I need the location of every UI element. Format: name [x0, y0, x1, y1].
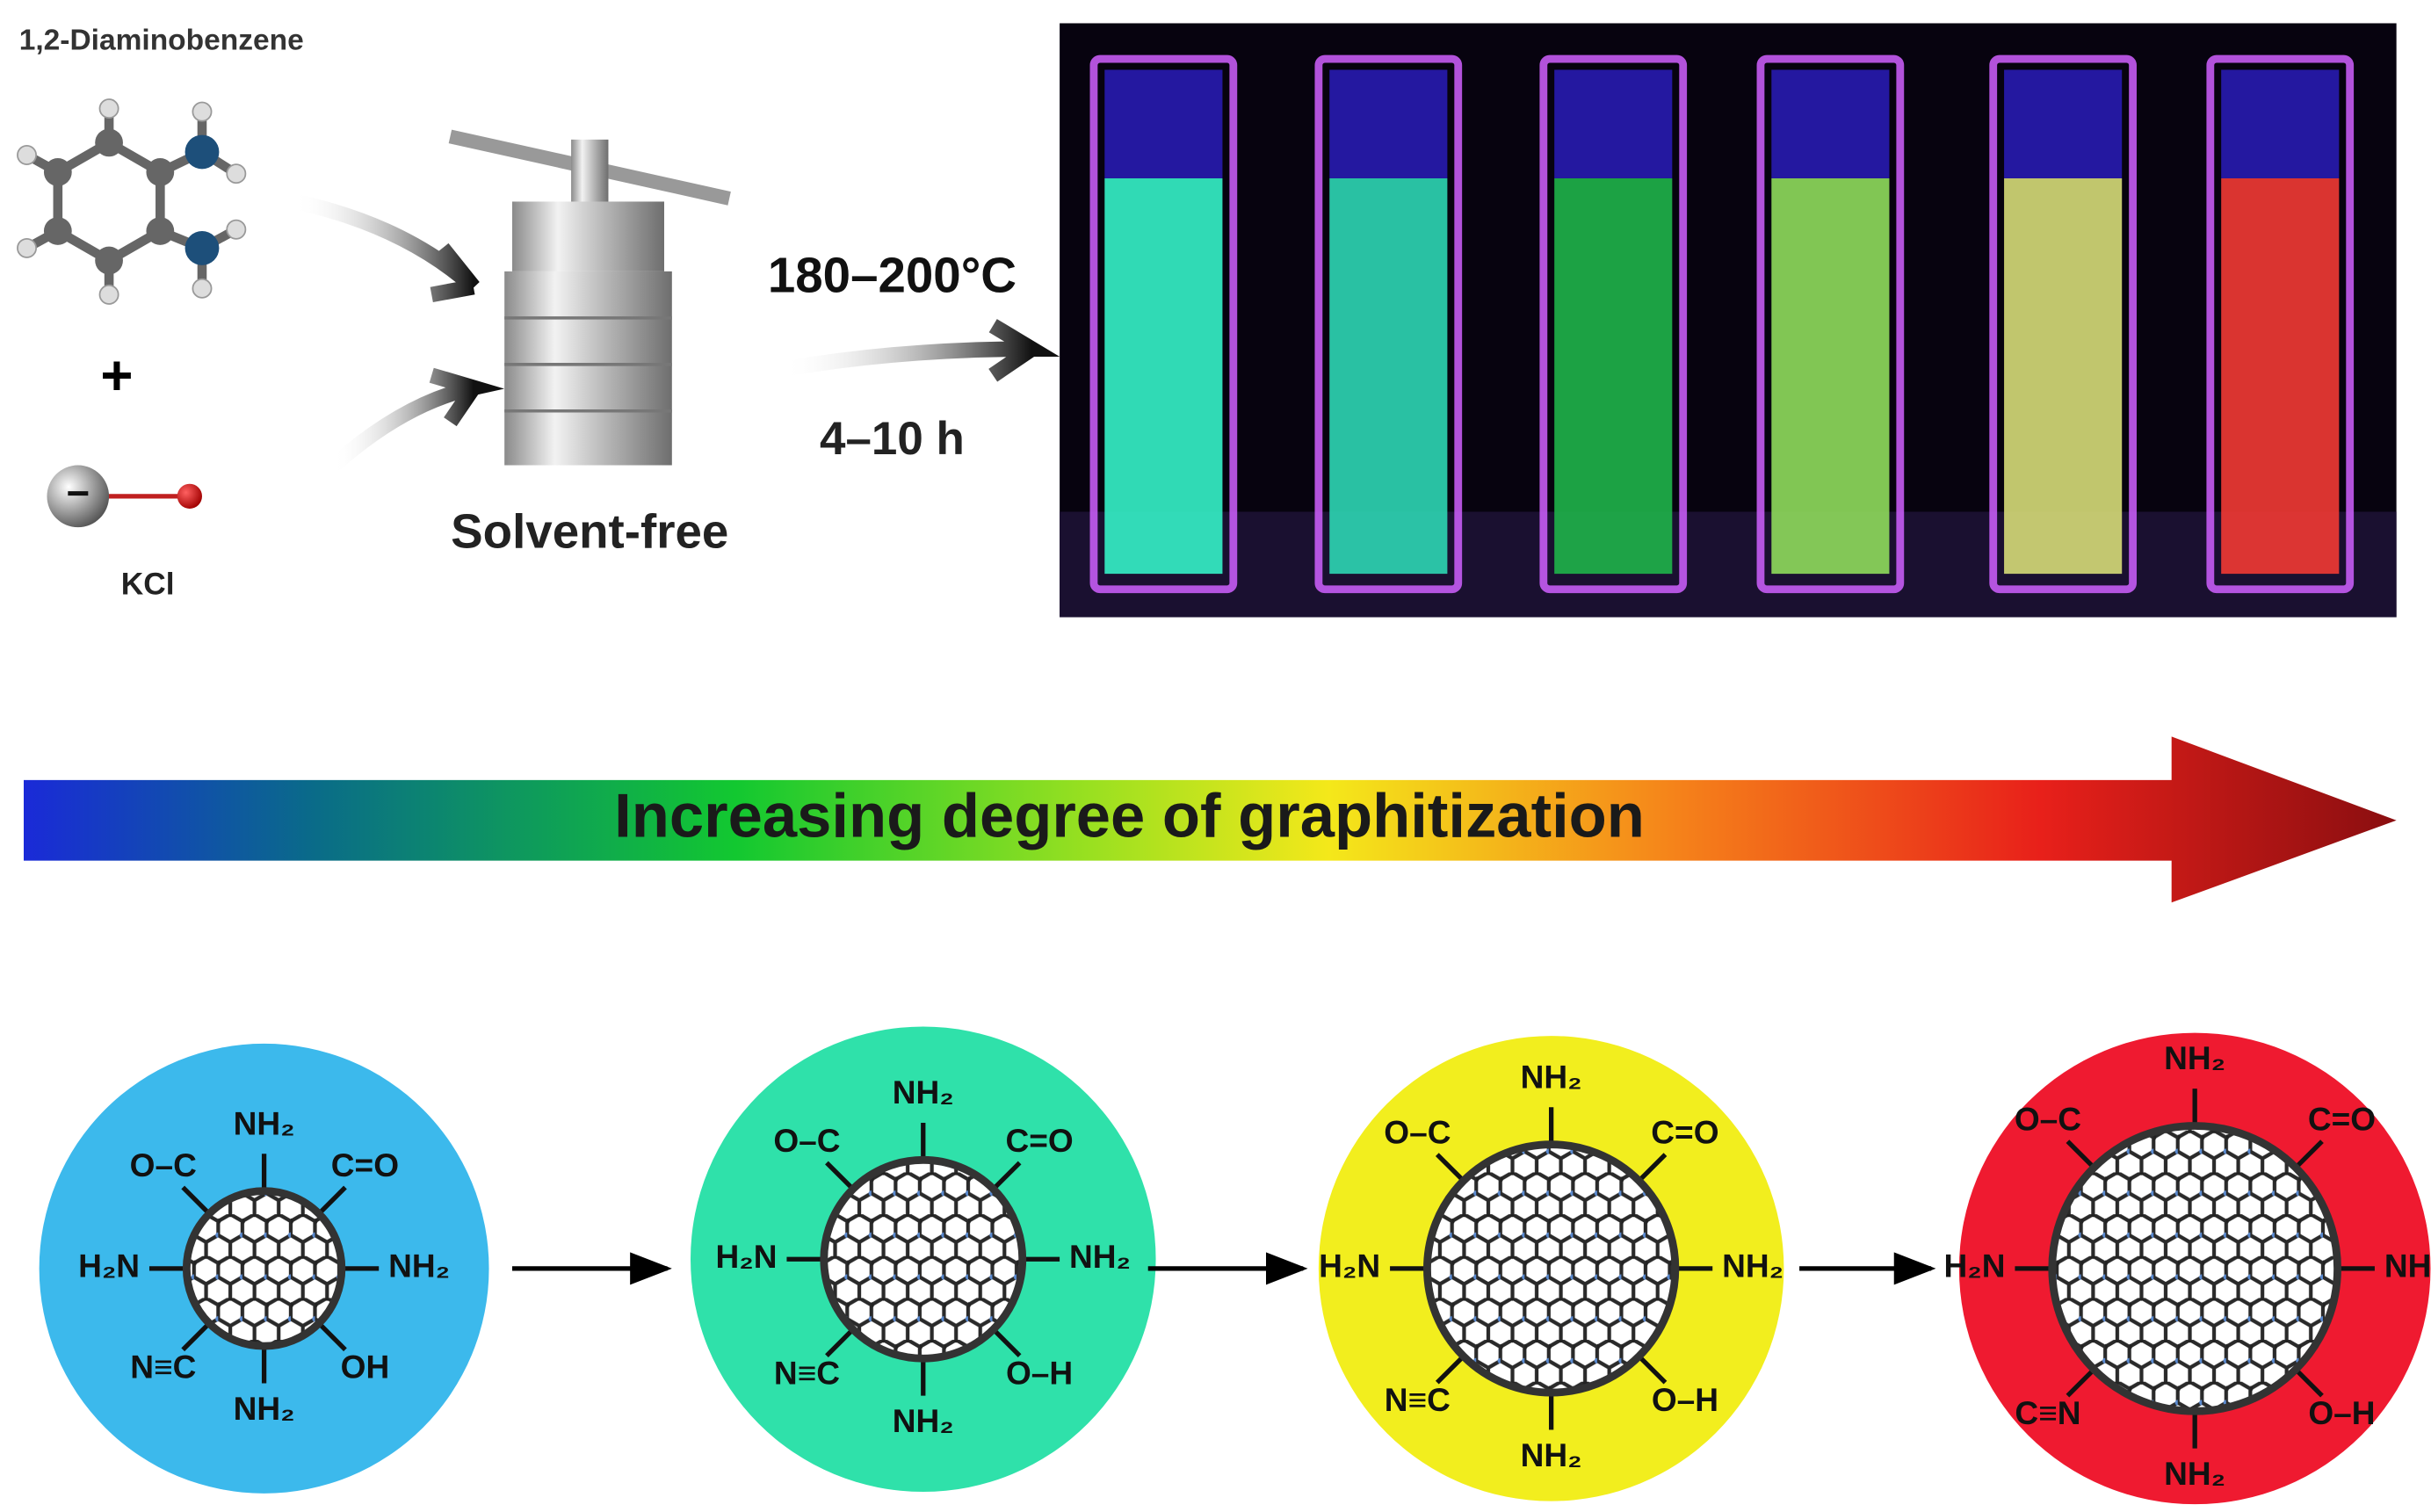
bond: [1637, 1153, 1668, 1183]
cuvette-glass: [2206, 54, 2355, 594]
cuvette-glass: [1756, 54, 1905, 594]
potassium-sphere: [177, 483, 202, 509]
functional-group: NH₂: [1521, 1436, 1582, 1473]
functional-group: NH₂: [1069, 1238, 1131, 1275]
plus-sign: +: [100, 344, 133, 407]
cuvette-photo: [1060, 23, 2397, 618]
cuvette-liquid: [1104, 177, 1223, 575]
reactor-label: Solvent-free: [451, 503, 728, 558]
functional-group: N≡C: [1385, 1381, 1451, 1418]
functional-group: H₂N: [78, 1248, 140, 1284]
functional-group: NH₂: [234, 1104, 295, 1141]
time: 4–10 h: [820, 413, 965, 465]
reaction-arrow: [782, 319, 1060, 382]
bond: [825, 1161, 855, 1191]
bond: [991, 1161, 1022, 1191]
bond: [2066, 1139, 2096, 1169]
salt-label: KCl: [121, 568, 175, 602]
cuvette-cap: [1329, 69, 1448, 178]
graphitization-arrow: [23, 736, 2397, 903]
bond: [825, 1328, 855, 1357]
bond: [1435, 1354, 1465, 1385]
functional-group: NH₂: [388, 1248, 450, 1284]
ion-charge: −: [66, 470, 90, 516]
cuvette-liquid: [1554, 177, 1673, 575]
functional-group: O–C: [2015, 1100, 2081, 1137]
functional-group: NH₂: [2164, 1039, 2225, 1076]
functional-group: NH₂: [1722, 1248, 1783, 1284]
arrow-in: [329, 367, 505, 472]
autoclave: [448, 129, 731, 466]
bond: [181, 1185, 212, 1216]
functional-group: O–C: [1384, 1113, 1451, 1150]
functional-group: C=O: [331, 1147, 399, 1183]
temperature: 180–200°C: [768, 248, 1017, 303]
functional-group: H₂N: [1944, 1248, 2006, 1284]
functional-group: NH₂: [893, 1074, 954, 1110]
functional-group: C=O: [2308, 1100, 2376, 1137]
cuvette-cap: [1554, 69, 1673, 178]
functional-group: NH₂: [234, 1390, 295, 1427]
functional-group: N≡C: [130, 1349, 196, 1385]
cuvette-glass: [1989, 54, 2137, 594]
graphitic-core: [820, 1155, 1027, 1363]
bond: [2294, 1367, 2324, 1398]
cuvette-liquid: [1771, 177, 1890, 575]
bond: [317, 1185, 347, 1216]
functional-group: O–H: [1006, 1354, 1073, 1391]
functional-group: C=O: [1651, 1113, 1718, 1150]
functional-group: C=O: [1005, 1122, 1073, 1159]
cuvette-cap: [1104, 69, 1223, 178]
functional-group: OH: [341, 1349, 390, 1385]
bond: [1435, 1153, 1465, 1183]
functional-group: N≡C: [774, 1354, 840, 1391]
chloride-sphere: [47, 465, 110, 528]
gradient-label: Increasing degree of graphitization: [614, 780, 1645, 850]
cuvette-glass: [1539, 54, 1688, 594]
graphitic-core: [2048, 1122, 2341, 1415]
functional-group: NH₂: [1521, 1058, 1582, 1095]
atoms: [17, 98, 247, 305]
functional-group: O–C: [130, 1147, 197, 1183]
functional-group: C≡N: [2015, 1394, 2080, 1431]
cuvette-cap: [2221, 69, 2340, 178]
bond: [2294, 1139, 2324, 1169]
molecule-label: 1,2-Diaminobenzene: [19, 25, 304, 57]
functional-group: NH₂: [893, 1402, 954, 1439]
functional-group: O–C: [773, 1122, 840, 1159]
cuvette-glass: [1314, 54, 1463, 594]
cuvette-cap: [1771, 69, 1890, 178]
bond: [991, 1328, 1022, 1357]
graphitic-core: [1423, 1140, 1680, 1397]
functional-group: NH₂: [2164, 1455, 2225, 1492]
cuvette-liquid: [2004, 177, 2123, 575]
functional-group: O–H: [2308, 1394, 2375, 1431]
functional-group: O–H: [1652, 1381, 1718, 1418]
arrow-in: [293, 193, 480, 303]
cuvette-glass: [1089, 54, 1238, 594]
bond: [181, 1321, 212, 1352]
bond: [317, 1321, 347, 1352]
functional-group: NH₂: [2384, 1248, 2431, 1284]
functional-group: H₂N: [1319, 1248, 1380, 1284]
functional-group: H₂N: [716, 1238, 778, 1275]
bond: [2066, 1367, 2096, 1398]
graphitic-core: [182, 1187, 346, 1350]
cuvette-cap: [2004, 69, 2123, 178]
cuvette-liquid: [1329, 177, 1448, 575]
bond: [1637, 1354, 1668, 1385]
cuvette-liquid: [2221, 177, 2340, 575]
